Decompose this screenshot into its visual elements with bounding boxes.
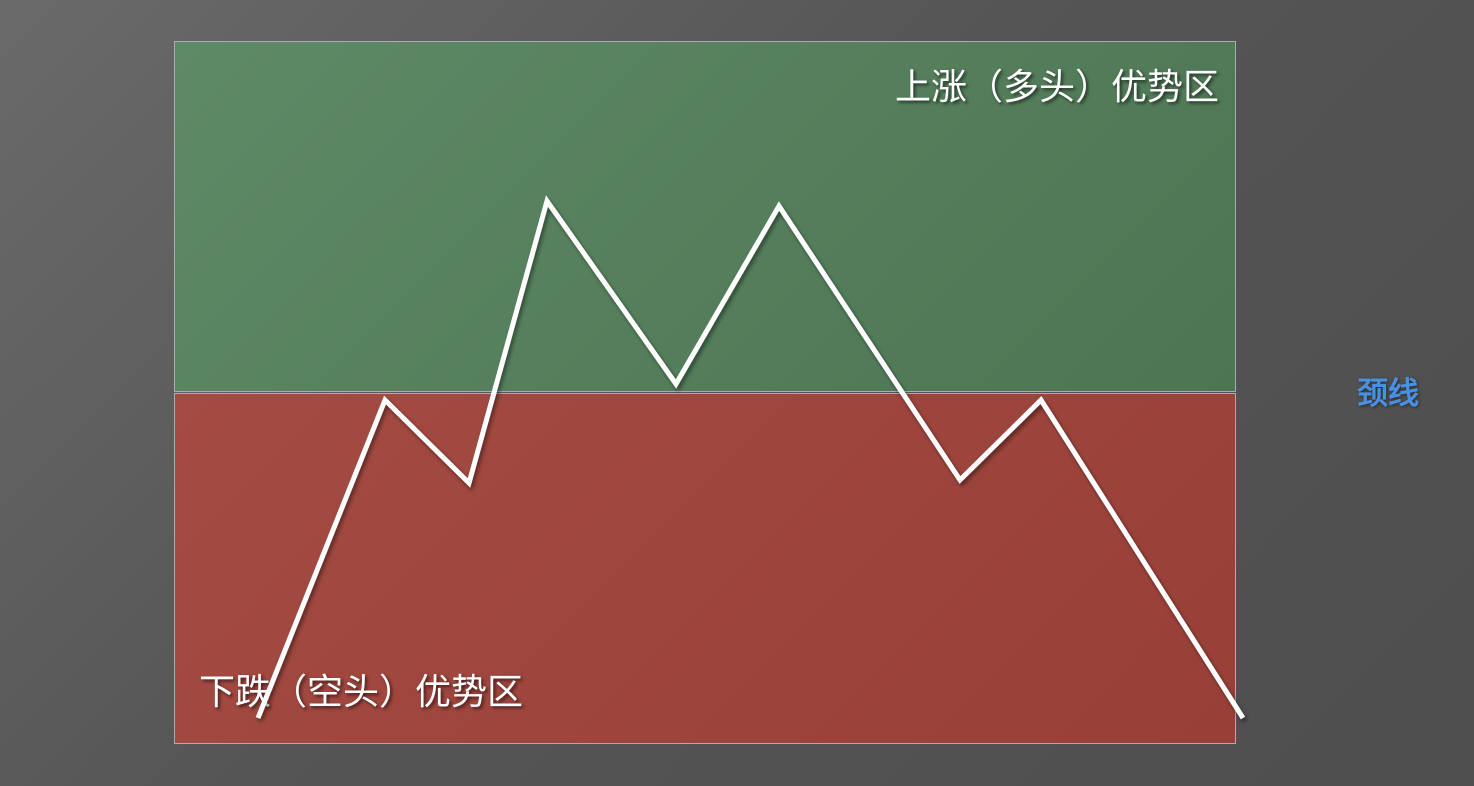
bearish-zone-label: 下跌（空头）优势区 — [199, 672, 524, 713]
neckline-label: 颈线 — [1357, 376, 1419, 412]
bullish-zone-label: 上涨（多头）优势区 — [894, 67, 1219, 108]
bearish-zone: 下跌（空头）优势区 — [174, 393, 1236, 744]
price-line — [255, 195, 1246, 720]
